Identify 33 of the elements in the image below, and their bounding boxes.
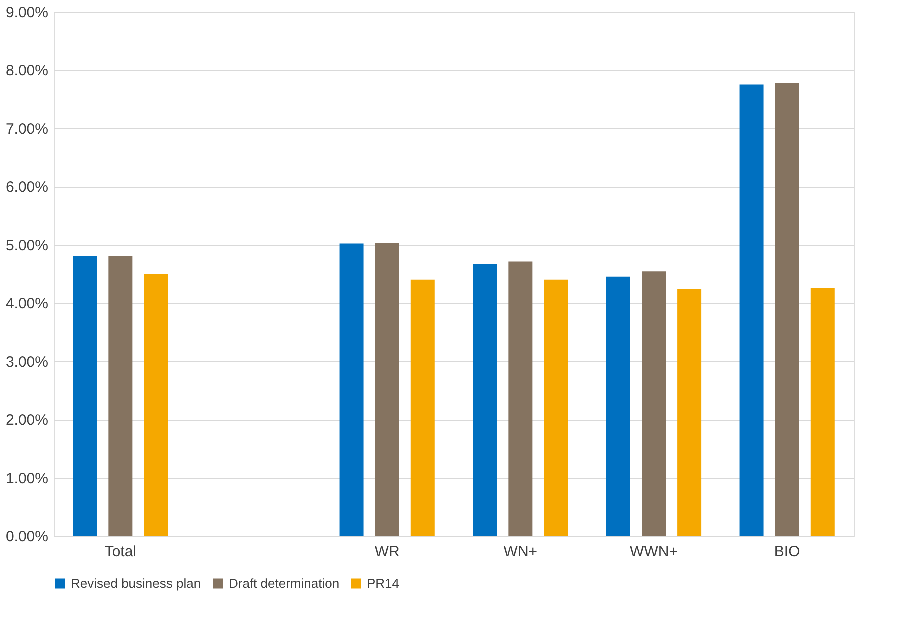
legend-label: Draft determination (229, 576, 340, 591)
bar (144, 274, 168, 536)
y-tick-label: 8.00% (6, 62, 48, 80)
bar (340, 244, 364, 536)
x-tick-label: BIO (774, 544, 800, 560)
bar (642, 272, 666, 536)
legend-label: Revised business plan (71, 576, 202, 591)
bar (73, 256, 98, 536)
y-tick-label: 1.00% (6, 470, 48, 488)
y-tick-label: 7.00% (6, 120, 48, 138)
x-tick-label: WWN+ (630, 544, 678, 560)
y-tick-label: 5.00% (6, 237, 48, 254)
y-tick-label: 9.00% (6, 4, 48, 22)
x-tick-label: Total (104, 544, 137, 560)
x-tick-label: WN+ (504, 544, 538, 560)
bar (775, 83, 800, 536)
y-tick-label: 6.00% (6, 179, 48, 196)
legend-label: PR14 (367, 576, 400, 591)
bar (810, 288, 835, 536)
bar (508, 262, 533, 536)
x-tick-label: WR (374, 544, 400, 560)
bar (740, 84, 764, 536)
bar (108, 256, 133, 536)
y-tick-label: 4.00% (6, 296, 48, 313)
bar (544, 280, 568, 536)
bar (375, 243, 400, 536)
y-tick-label: 2.00% (6, 412, 48, 430)
y-tick-label: 0.00% (6, 528, 48, 546)
bar (678, 289, 702, 536)
bar (473, 264, 498, 536)
bar (410, 280, 435, 536)
bar (606, 276, 630, 536)
y-tick-label: 3.00% (6, 354, 48, 371)
